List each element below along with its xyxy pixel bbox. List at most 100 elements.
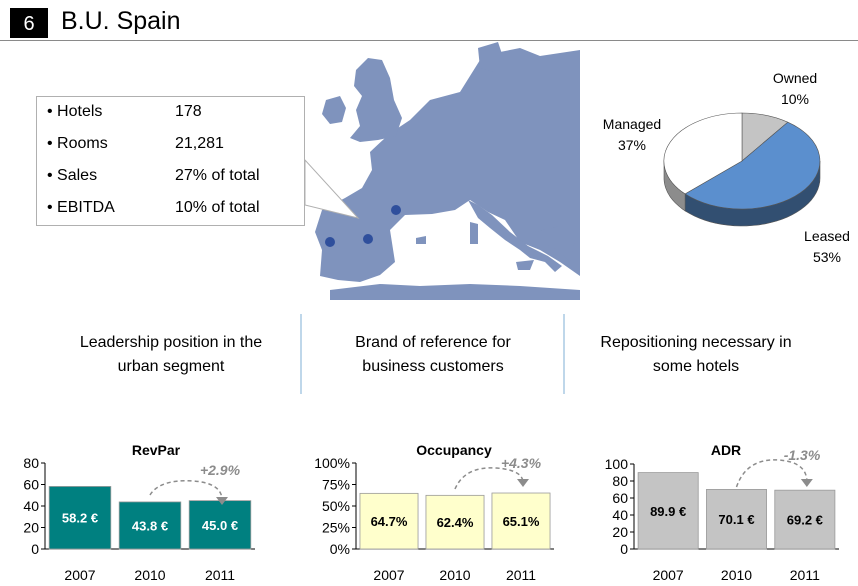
x-tick-label: 2007: [373, 567, 404, 583]
kpi-value: 10% of total: [175, 199, 260, 216]
y-tick-label: 40: [23, 498, 39, 514]
y-tick-label: 0: [620, 541, 628, 557]
bar: [774, 489, 836, 550]
x-tick-label: 2010: [439, 567, 470, 583]
y-tick-label: 50%: [322, 498, 350, 514]
kpi-label: • Hotels: [47, 103, 103, 120]
bar: [188, 500, 252, 550]
y-tick-label: 60: [23, 477, 39, 493]
chart-title: ADR: [711, 442, 741, 458]
section-number: 6: [10, 8, 48, 38]
bar-value-label: 69.2 €: [787, 513, 823, 528]
kpi-row: • EBITDA 10% of total: [47, 198, 260, 218]
key-point-line: Brand of reference for: [355, 334, 511, 351]
x-tick-label: 2011: [790, 567, 820, 583]
y-tick-label: 20: [23, 520, 39, 536]
bar-value-label: 58.2 €: [62, 511, 98, 526]
map-marker: [391, 205, 401, 215]
pie-slice-label: Owned: [772, 70, 818, 86]
kpi-callout: • Hotels 178 • Rooms 21,281 • Sales 27% of …: [36, 96, 305, 226]
bar: [118, 501, 182, 550]
map-mainland: [315, 48, 580, 282]
bar-value-label: 70.1 €: [718, 512, 754, 527]
key-point: Brand of reference for business customer…: [302, 331, 564, 379]
bar: [425, 494, 485, 550]
bar-value-label: 64.7%: [371, 514, 408, 529]
map-balearic: [416, 236, 426, 244]
occupancy-bar-chart: Occupancy 0% 25% 50% 75% 100% 64.7% 2007 62.4% 20…: [314, 442, 554, 583]
change-arrowhead: [216, 497, 228, 505]
y-tick-label: 40: [612, 507, 628, 523]
map-sicily: [516, 260, 534, 270]
y-tick-label: 100%: [314, 455, 350, 471]
pie-label-owned: Owned 10%: [760, 68, 830, 110]
pie-slice: [684, 121, 821, 210]
kpi-value: 21,281: [175, 135, 224, 152]
x-tick-label: 2007: [653, 567, 684, 583]
change-arrow: [149, 480, 223, 504]
pie-slice-percent: 53%: [812, 249, 842, 265]
kpi-value: 178: [175, 103, 202, 120]
map-marker: [363, 234, 373, 244]
x-tick-label: 2011: [506, 567, 536, 583]
bar-value-label: 62.4%: [437, 515, 474, 530]
kpi-row: • Hotels 178: [47, 102, 202, 122]
x-tick-label: 2007: [64, 567, 95, 583]
key-point-line: business customers: [362, 358, 504, 375]
revpar-bar-chart: RevPar 0 20 40 60 80 58.2 € 2007 43.8 € 2010 45.0 …: [23, 442, 255, 583]
header-divider: [0, 40, 858, 41]
key-point-line: some hotels: [652, 358, 740, 375]
y-tick-label: 25%: [322, 520, 350, 536]
map-north-africa: [330, 284, 580, 300]
kpi-value: 27% of total: [175, 167, 260, 184]
kpi-row: • Rooms 21,281: [47, 134, 224, 154]
kpi-label: • EBITDA: [47, 199, 115, 216]
ownership-pie-chart: [663, 112, 821, 227]
change-arrowhead: [800, 479, 813, 487]
bar: [706, 489, 767, 550]
pie-slice-percent: 10%: [780, 91, 810, 107]
chart-title: Occupancy: [416, 442, 492, 458]
key-point-line: Repositioning necessary in: [600, 334, 792, 351]
change-label: +4.3%: [501, 455, 542, 471]
bar: [359, 492, 419, 550]
europe-map: [304, 42, 580, 300]
map-marker: [325, 237, 335, 247]
y-tick-label: 80: [23, 455, 39, 471]
pie-slice: [663, 112, 743, 195]
kpi-label: • Sales: [47, 167, 98, 184]
map-italy: [468, 200, 562, 272]
map-balkans: [535, 226, 575, 262]
bar: [637, 472, 699, 550]
y-tick-label: 80: [612, 473, 628, 489]
kpi-label: • Rooms: [47, 135, 108, 152]
divider: [300, 314, 302, 394]
map-ireland: [322, 96, 346, 124]
bar-value-label: 45.0 €: [202, 518, 238, 533]
bar: [491, 492, 551, 550]
divider: [563, 314, 565, 394]
change-arrow: [735, 459, 808, 488]
change-label: +2.9%: [200, 462, 241, 478]
x-tick-label: 2010: [134, 567, 165, 583]
y-tick-label: 75%: [322, 477, 350, 493]
bar: [48, 486, 112, 550]
page-title: B.U. Spain: [61, 7, 181, 35]
key-point: Leadership position in the urban segment: [40, 331, 302, 379]
map-sardinia: [470, 222, 478, 244]
y-tick-label: 0%: [330, 541, 350, 557]
pie-slice-percent: 37%: [617, 137, 647, 153]
pie-slice-label: Managed: [602, 116, 662, 132]
y-tick-label: 0: [31, 541, 39, 557]
x-tick-label: 2011: [205, 567, 235, 583]
pie-label-managed: Managed 37%: [594, 114, 670, 156]
change-arrow: [454, 467, 524, 490]
pie-slice-label: Leased: [804, 228, 850, 244]
key-point-line: Leadership position in the: [79, 334, 263, 351]
bar-value-label: 89.9 €: [650, 504, 686, 519]
bar-value-label: 43.8 €: [132, 518, 168, 533]
chart-title: RevPar: [132, 442, 181, 458]
y-tick-label: 100: [605, 456, 629, 472]
change-arrowhead: [517, 479, 529, 487]
